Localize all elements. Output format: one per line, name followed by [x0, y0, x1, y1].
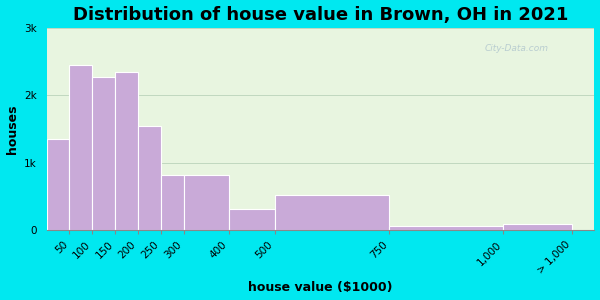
Text: City-Data.com: City-Data.com — [485, 44, 549, 53]
Bar — [503, 224, 572, 230]
Bar — [138, 126, 161, 230]
Y-axis label: houses: houses — [5, 104, 19, 154]
Bar — [161, 175, 184, 230]
Bar — [389, 226, 503, 230]
Bar — [275, 195, 389, 230]
Title: Distribution of house value in Brown, OH in 2021: Distribution of house value in Brown, OH… — [73, 6, 568, 24]
Bar — [70, 65, 92, 230]
Bar — [184, 175, 229, 230]
Bar — [47, 139, 70, 230]
Bar — [229, 209, 275, 230]
Bar — [92, 76, 115, 230]
Bar — [115, 72, 138, 230]
X-axis label: house value ($1000): house value ($1000) — [248, 281, 393, 294]
